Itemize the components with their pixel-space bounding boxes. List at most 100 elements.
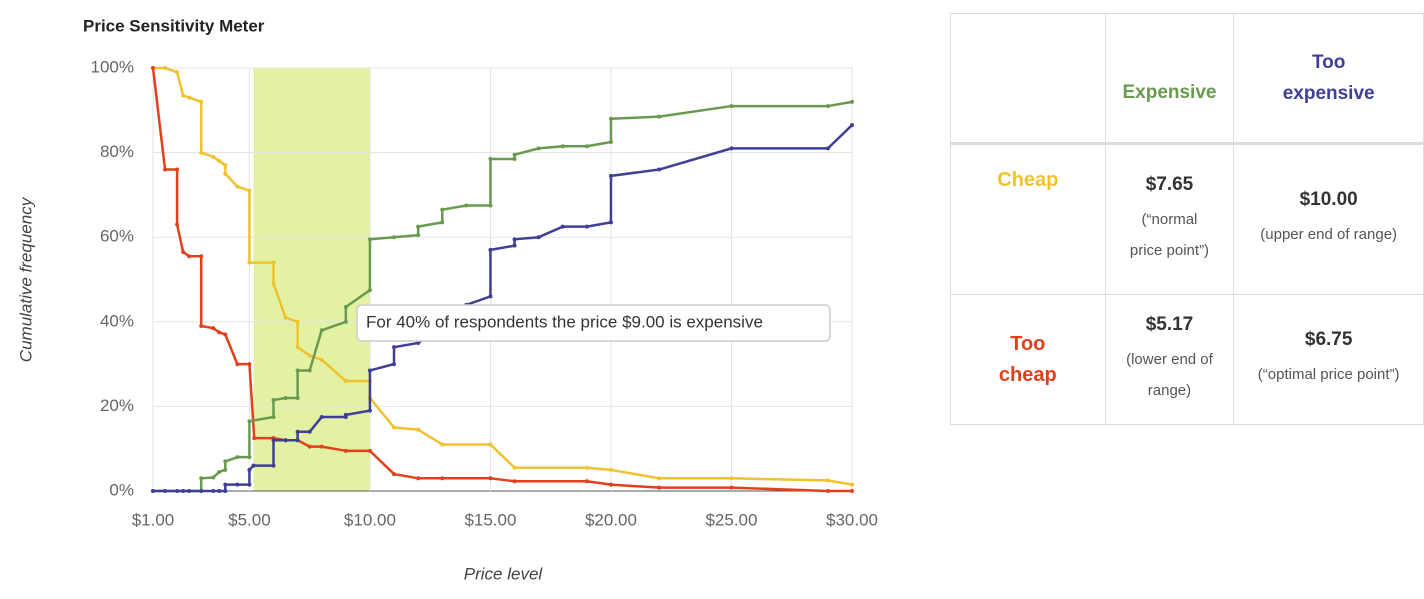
x-tick-label: $25.00 [705,510,757,529]
x-tick-label: $30.00 [826,510,878,529]
data-point [367,448,372,453]
y-tick-label: 100% [91,57,134,76]
data-point [392,345,397,350]
data-point [271,414,276,419]
data-point [416,340,421,345]
data-point [584,224,589,229]
data-point [584,144,589,149]
data-point [488,156,493,161]
x-tick-label: $10.00 [344,510,396,529]
data-point [343,379,348,384]
empty-cell [950,13,1106,145]
summary-table: Expensive Too expensive Cheap $7.65 (“nor… [950,13,1424,425]
data-point [512,465,517,470]
data-point [223,332,228,337]
data-point [247,467,252,472]
table-row: Cheap $7.65 (“normal price point”) $10.00… [950,143,1424,295]
series-line [153,100,853,493]
cell-value: $10.00 [1299,189,1358,210]
data-point [217,159,222,164]
data-point [729,146,734,151]
data-point [440,476,445,481]
y-axis-label: Cumulative frequency [16,196,35,362]
data-point [367,408,372,413]
data-point [251,463,256,468]
data-point [217,489,222,493]
data-point [536,235,541,240]
data-point [319,444,324,449]
data-point [247,362,252,367]
y-tick-label: 0% [109,480,134,499]
data-point [151,489,155,493]
data-point [319,357,324,362]
data-point [247,260,252,265]
chart: Price Sensitivity Meter Price level Cumu… [16,16,878,583]
data-point [319,328,324,333]
data-point [392,362,397,367]
data-point [163,489,168,493]
data-point [181,250,186,255]
data-point [271,281,276,286]
data-point [181,489,186,493]
data-point [657,114,662,119]
data-point [235,482,240,487]
data-point [729,485,734,490]
data-point [211,154,216,159]
data-point [440,207,445,212]
data-point [608,220,613,225]
data-point [295,429,300,434]
cell-note: (“optimal price point”) [1257,366,1400,383]
data-point [440,442,445,447]
data-point [199,99,204,104]
data-point [283,438,288,443]
y-tick-label: 60% [100,227,134,246]
cell-value: $6.75 [1304,329,1353,350]
data-point [850,489,854,493]
data-point [283,315,288,320]
data-point [608,467,613,472]
data-point [199,489,204,493]
data-point [175,489,180,493]
data-point [488,442,493,447]
y-tick-label: 20% [100,396,134,415]
data-point [199,324,204,329]
chart-title: Price Sensitivity Meter [83,16,265,35]
data-point [295,438,300,443]
data-point [217,330,222,335]
data-point [488,476,493,481]
data-point [151,66,155,70]
data-point [440,220,445,225]
data-point [307,353,312,358]
data-point [850,482,854,487]
y-tick-label: 40% [100,311,134,330]
data-point [307,429,312,434]
data-point [584,479,589,484]
data-point [223,489,228,493]
data-point [512,152,517,157]
data-point [512,237,517,242]
data-point [657,476,662,481]
data-point [295,395,300,400]
data-point [825,478,830,483]
tooltip-box [356,304,831,342]
data-point [223,171,228,176]
data-point [295,368,300,373]
data-point [512,243,517,248]
data-point [247,482,252,487]
data-point [199,150,204,155]
data-point [367,368,372,373]
data-point [343,304,348,309]
data-point [223,482,228,487]
cell-note: (lower end of range) [1126,350,1213,399]
x-tick-label: $15.00 [464,510,516,529]
data-point [199,254,204,259]
data-point [608,140,613,145]
data-point [416,224,421,229]
data-point [295,345,300,350]
x-tick-label: $1.00 [132,510,175,529]
data-point [343,319,348,324]
data-point [488,247,493,252]
data-point [367,288,372,293]
data-point [825,489,830,493]
y-tick-label: 80% [100,142,134,161]
